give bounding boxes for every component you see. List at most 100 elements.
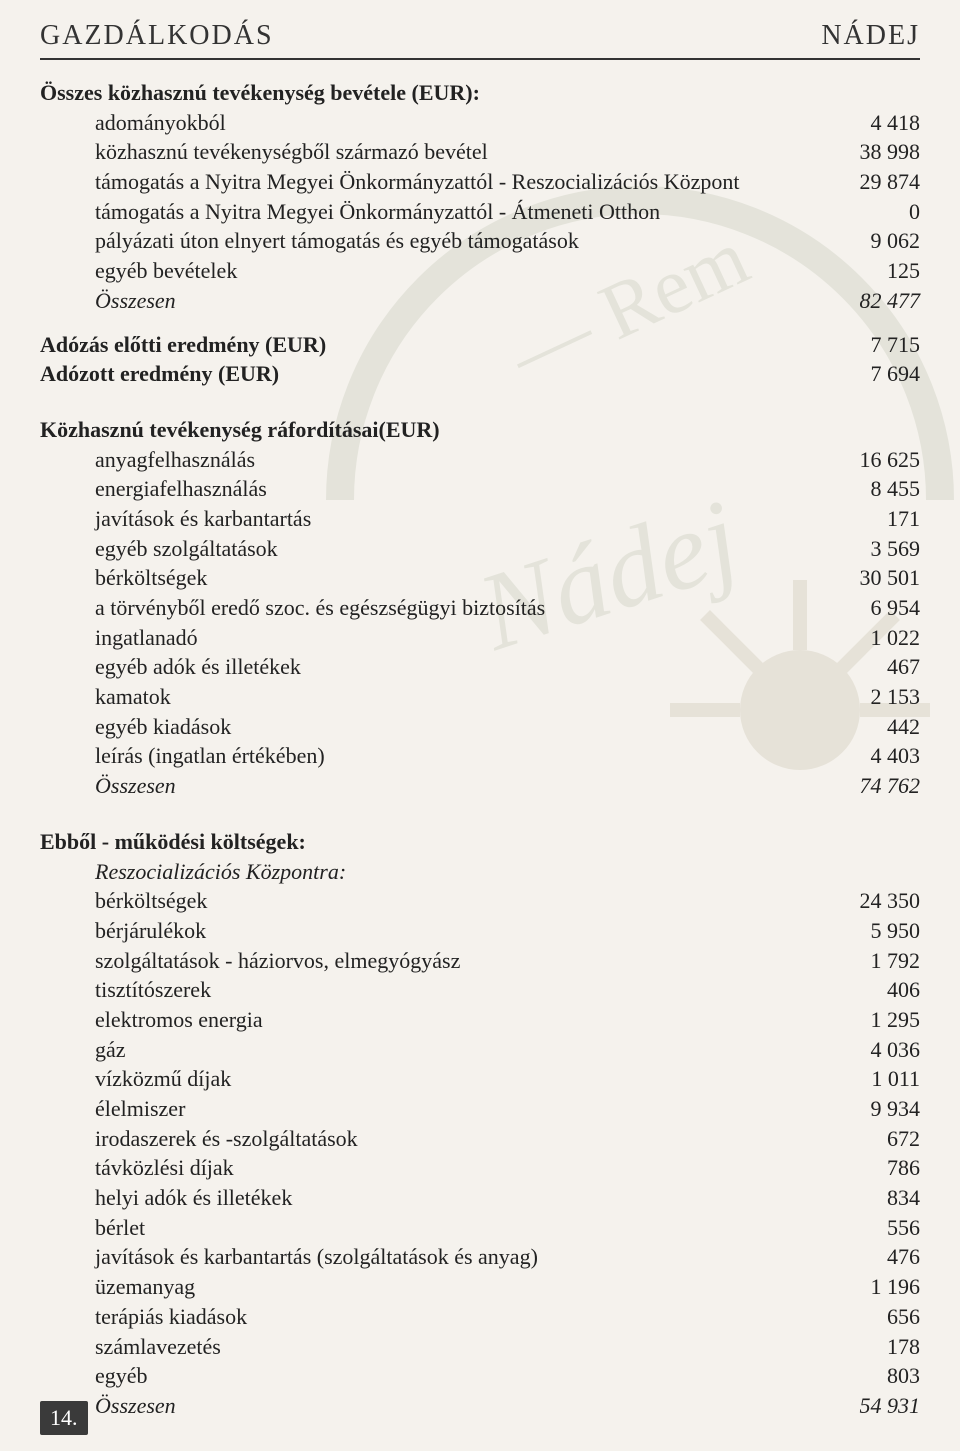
overall-revenue-6-row: Összesen 82 477 [40,286,920,316]
op-costs-12-row: javítások és karbantartás (szolgáltatáso… [40,1242,920,1272]
overall-revenue-3-label: támogatás a Nyitra Megyei Önkormányzattó… [40,197,660,227]
op-costs-14-row: terápiás kiadások 656 [40,1302,920,1332]
expenses-6-label: ingatlanadó [40,623,198,653]
overall-revenue-5-value: 125 [800,256,920,286]
expenses-4-value: 30 501 [800,563,920,593]
op-costs-6-label: vízközmű díjak [40,1064,231,1094]
op-costs-11-row: bérlet556 [40,1213,920,1243]
expenses-6-row: ingatlanadó1 022 [40,623,920,653]
overall-revenue-4-label: pályázati úton elnyert támogatás és egyé… [40,226,579,256]
expenses-4-row: bérköltségek 30 501 [40,563,920,593]
expenses-10-row: leírás (ingatlan értékében)4 403 [40,741,920,771]
op-costs-list: bérköltségek24 350bérjárulékok 5 950 szolg… [40,886,920,1420]
op-costs-5-label: gáz [40,1035,126,1065]
expenses-8-row: kamatok 2 153 [40,682,920,712]
expenses-3-row: egyéb szolgáltatások 3 569 [40,534,920,564]
profit-after-tax-label: Adózott eredmény (EUR) [40,359,279,389]
op-costs-15-row: számlavezetés178 [40,1332,920,1362]
op-costs-8-row: irodaszerek és -szolgáltatások 672 [40,1124,920,1154]
page-header: GAZDÁLKODÁS NÁDEJ [40,20,920,52]
op-costs-16-value: 803 [800,1361,920,1391]
op-costs-10-value: 834 [800,1183,920,1213]
op-costs-5-value: 4 036 [800,1035,920,1065]
op-costs-4-label: elektromos energia [40,1005,263,1035]
overall-revenue-5-row: egyéb bevételek 125 [40,256,920,286]
expenses-5-value: 6 954 [800,593,920,623]
profit-before-tax-value: 7 715 [800,330,920,360]
expenses-0-value: 16 625 [800,445,920,475]
overall-revenue-1-label: közhasznú tevékenységből származó bevéte… [40,137,488,167]
overall-revenue-2-label: támogatás a Nyitra Megyei Önkormányzattó… [40,167,740,197]
overall-revenue-1-row: közhasznú tevékenységből származó bevéte… [40,137,920,167]
expenses-1-label: energiafelhasználás [40,474,267,504]
op-costs-14-label: terápiás kiadások [40,1302,247,1332]
profit-after-tax-value: 7 694 [800,359,920,389]
expenses-7-row: egyéb adók és illetékek467 [40,652,920,682]
op-costs-3-label: tisztítószerek [40,975,211,1005]
op-costs-5-row: gáz 4 036 [40,1035,920,1065]
expenses-1-value: 8 455 [800,474,920,504]
op-costs-10-row: helyi adók és illetékek 834 [40,1183,920,1213]
overall-revenue-2-row: támogatás a Nyitra Megyei Önkormányzattó… [40,167,920,197]
header-right: NÁDEJ [821,20,920,52]
expenses-4-label: bérköltségek [40,563,207,593]
op-costs-16-label: egyéb [40,1361,148,1391]
expenses-0-label: anyagfelhasználás [40,445,255,475]
op-costs-4-row: elektromos energia 1 295 [40,1005,920,1035]
op-costs-17-value: 54 931 [800,1391,920,1421]
op-costs-17-row: Összesen 54 931 [40,1391,920,1421]
header-left: GAZDÁLKODÁS [40,20,274,52]
op-costs-17-label: Összesen [40,1391,176,1421]
op-costs-14-value: 656 [800,1302,920,1332]
expenses-8-value: 2 153 [800,682,920,712]
profit-after-tax-row: Adózott eredmény (EUR) 7 694 [40,359,920,389]
page: — Rem Nádej GAZDÁLKODÁS NÁDEJ Összes köz… [0,0,960,1451]
expenses-9-row: egyéb kiadások 442 [40,712,920,742]
expenses-2-value: 171 [800,504,920,534]
profit-before-tax-label: Adózás előtti eredmény (EUR) [40,330,326,360]
op-costs-2-value: 1 792 [800,946,920,976]
op-costs-1-label: bérjárulékok [40,916,206,946]
overall-revenue-3-row: támogatás a Nyitra Megyei Önkormányzattó… [40,197,920,227]
overall-revenue-6-value: 82 477 [800,286,920,316]
op-costs-0-label: bérköltségek [40,886,207,916]
op-costs-4-value: 1 295 [800,1005,920,1035]
op-costs-3-value: 406 [800,975,920,1005]
overall-revenue-4-row: pályázati úton elnyert támogatás és egyé… [40,226,920,256]
expenses-8-label: kamatok [40,682,171,712]
op-costs-8-label: irodaszerek és -szolgáltatások [40,1124,358,1154]
expenses-title: Közhasznú tevékenység ráfordításai(EUR) [40,415,920,445]
expenses-11-value: 74 762 [800,771,920,801]
expenses-10-value: 4 403 [800,741,920,771]
overall-revenue-2-value: 29 874 [800,167,920,197]
expenses-0-row: anyagfelhasználás 16 625 [40,445,920,475]
overall-revenue-5-label: egyéb bevételek [40,256,237,286]
op-costs-10-label: helyi adók és illetékek [40,1183,292,1213]
expenses-5-row: a törvényből eredő szoc. és egészségügyi… [40,593,920,623]
expenses-9-value: 442 [800,712,920,742]
op-costs-2-label: szolgáltatások - háziorvos, elmegyógyász [40,946,460,976]
op-costs-subtitle: Reszocializációs Központra: [40,857,346,887]
op-costs-8-value: 672 [800,1124,920,1154]
op-costs-subtitle-row: Reszocializációs Központra: [40,857,920,887]
overall-revenue-6-label: Összesen [40,286,176,316]
op-costs-1-value: 5 950 [800,916,920,946]
op-costs-15-label: számlavezetés [40,1332,221,1362]
op-costs-6-row: vízközmű díjak1 011 [40,1064,920,1094]
expenses-5-label: a törvényből eredő szoc. és egészségügyi… [40,593,545,623]
overall-revenue-0-value: 4 418 [800,108,920,138]
expenses-9-label: egyéb kiadások [40,712,231,742]
expenses-3-label: egyéb szolgáltatások [40,534,278,564]
op-costs-13-row: üzemanyag 1 196 [40,1272,920,1302]
header-divider [40,58,920,60]
op-costs-9-label: távközlési díjak [40,1153,234,1183]
op-costs-0-row: bérköltségek24 350 [40,886,920,916]
op-costs-13-label: üzemanyag [40,1272,195,1302]
op-costs-16-row: egyéb 803 [40,1361,920,1391]
expenses-3-value: 3 569 [800,534,920,564]
op-costs-9-row: távközlési díjak786 [40,1153,920,1183]
expenses-11-label: Összesen [40,771,176,801]
overall-revenue-0-row: adományokból4 418 [40,108,920,138]
op-costs-13-value: 1 196 [800,1272,920,1302]
op-costs-7-row: élelmiszer9 934 [40,1094,920,1124]
